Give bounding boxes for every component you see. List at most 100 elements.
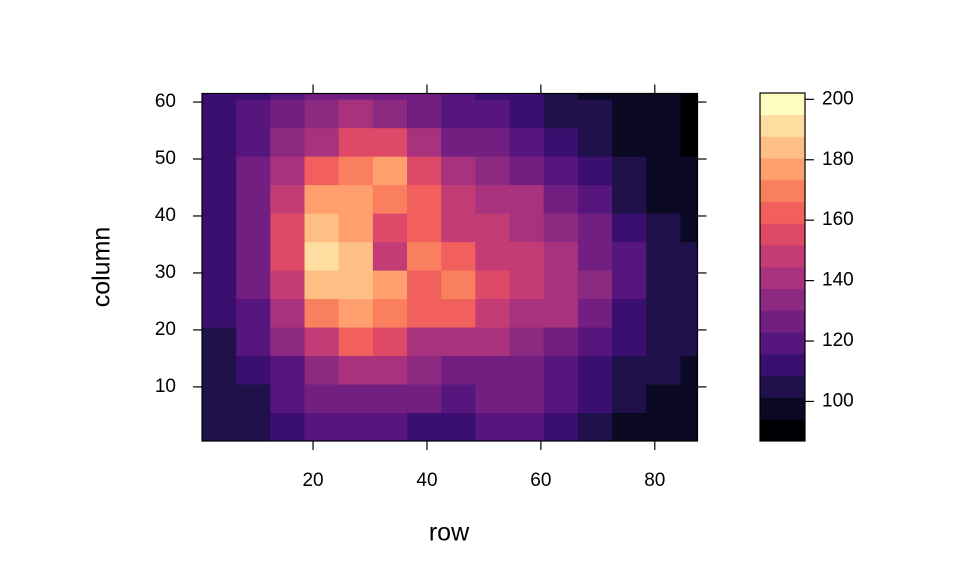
heatmap-cell — [543, 412, 579, 442]
heatmap-cell — [441, 213, 476, 243]
heatmap-cell — [543, 327, 579, 357]
heatmap-cell — [680, 355, 698, 385]
heatmap-cell — [441, 184, 476, 214]
heatmap-cell — [441, 412, 476, 442]
heatmap-cell — [202, 213, 237, 243]
heatmap-cell — [407, 384, 442, 414]
colorkey-band — [760, 310, 805, 333]
heatmap-cell — [646, 184, 681, 214]
heatmap-cell — [646, 327, 681, 357]
heatmap-cell — [612, 241, 647, 271]
heatmap-cell — [612, 384, 647, 414]
y-tick-label: 40 — [155, 205, 176, 226]
heatmap-cell — [475, 127, 511, 157]
y-tick-label: 60 — [155, 91, 176, 112]
heatmap-cell — [372, 93, 408, 100]
panel-border — [201, 92, 699, 442]
heatmap-cell — [304, 93, 340, 100]
heatmap-cell — [509, 99, 545, 129]
heatmap-cell — [270, 93, 306, 100]
colorkey-band — [760, 93, 805, 116]
heatmap-cell — [441, 355, 476, 385]
heatmap-cell — [509, 156, 545, 186]
heatmap-cell — [372, 213, 408, 243]
heatmap-cell — [407, 270, 442, 300]
heatmap-cell — [577, 127, 613, 157]
heatmap-cell — [612, 93, 647, 100]
heatmap-cell — [577, 213, 613, 243]
heatmap-cell — [202, 156, 237, 186]
colorkey-border — [759, 92, 806, 442]
heatmap-cell — [509, 93, 545, 100]
heatmap-cell — [236, 355, 271, 385]
heatmap-cell — [236, 127, 271, 157]
heatmap-cell — [304, 99, 340, 129]
colorkey-band — [760, 136, 805, 159]
heatmap-cell — [646, 156, 681, 186]
heatmap-cell — [680, 270, 698, 300]
heatmap-cell — [202, 384, 237, 414]
heatmap-cell — [407, 127, 442, 157]
heatmap-cell — [270, 156, 306, 186]
heatmap-cell — [202, 327, 237, 357]
heatmap-cell — [509, 384, 545, 414]
heatmap-cell — [509, 241, 545, 271]
heatmap-cell — [577, 184, 613, 214]
heatmap-cell — [680, 327, 698, 357]
heatmap-cell — [441, 99, 476, 129]
heatmap-cell — [407, 298, 442, 328]
heatmap-cell — [372, 184, 408, 214]
heatmap-cell — [543, 93, 579, 100]
heatmap-cell — [475, 412, 511, 442]
heatmap-cell — [407, 355, 442, 385]
heatmap-cell — [202, 270, 237, 300]
heatmap-cell — [680, 412, 698, 442]
heatmap-cell — [509, 355, 545, 385]
heatmap-cell — [646, 93, 681, 100]
heatmap-cell — [202, 298, 237, 328]
heatmap-cell — [270, 384, 306, 414]
heatmap-cell — [577, 327, 613, 357]
heatmap-cell — [475, 93, 511, 100]
heatmap-cell — [475, 184, 511, 214]
heatmap-cell — [270, 412, 306, 442]
heatmap-cell — [680, 241, 698, 271]
heatmap-cell — [236, 241, 271, 271]
heatmap-cell — [236, 298, 271, 328]
heatmap-cell — [270, 184, 306, 214]
heatmap-cell — [270, 355, 306, 385]
heatmap-cell — [202, 127, 237, 157]
heatmap-cell — [441, 384, 476, 414]
heatmap-cell — [475, 241, 511, 271]
heatmap-cell — [304, 184, 340, 214]
heatmap-cell — [646, 213, 681, 243]
colorkey-band — [760, 245, 805, 268]
heatmap-cell — [475, 298, 511, 328]
heatmap-cell — [577, 241, 613, 271]
heatmap-cell — [475, 384, 511, 414]
colorkey-band — [760, 419, 805, 442]
colorkey-band — [760, 201, 805, 224]
y-tick-label: 10 — [155, 376, 176, 397]
colorkey-tick-label: 140 — [822, 270, 854, 291]
heatmap-cell — [680, 93, 698, 100]
heatmap-cell — [338, 99, 374, 129]
heatmap-cell — [577, 156, 613, 186]
heatmap-cell — [372, 355, 408, 385]
heatmap-cell — [236, 384, 271, 414]
heatmap-cell — [304, 213, 340, 243]
heatmap-cell — [304, 355, 340, 385]
heatmap-cell — [372, 270, 408, 300]
heatmap-cell — [680, 384, 698, 414]
heatmap-cell — [509, 127, 545, 157]
heatmap-cell — [236, 156, 271, 186]
heatmap-cell — [475, 156, 511, 186]
heatmap-cell — [612, 184, 647, 214]
x-tick-label: 60 — [530, 470, 551, 491]
colorkey-band — [760, 180, 805, 203]
heatmap-cell — [509, 327, 545, 357]
heatmap-cell — [646, 384, 681, 414]
heatmap-cell — [509, 298, 545, 328]
heatmap-cell — [338, 327, 374, 357]
colorkey-band — [760, 223, 805, 246]
